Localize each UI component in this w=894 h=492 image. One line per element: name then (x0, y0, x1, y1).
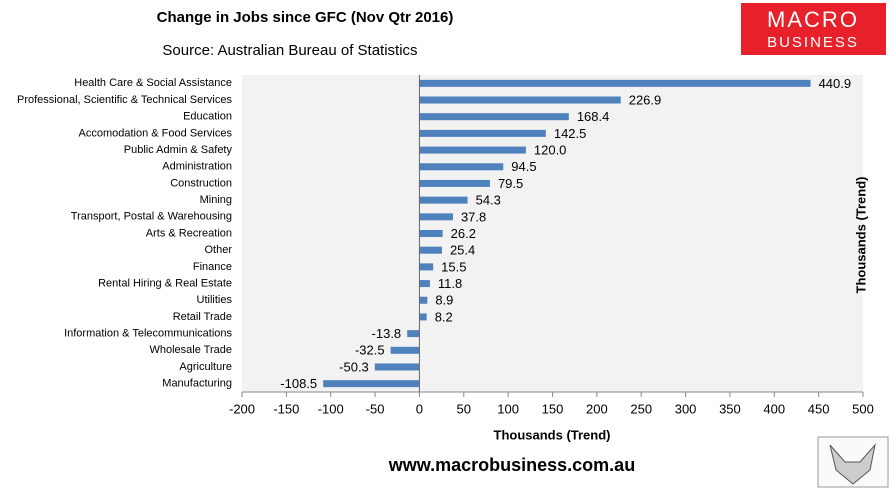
y-tick-label: Accomodation & Food Services (79, 127, 233, 139)
bar (419, 196, 468, 204)
y-tick-label: Rental Hiring & Real Estate (98, 277, 232, 289)
fox-icon (817, 436, 889, 488)
value-label: -13.8 (372, 326, 402, 341)
y-tick-label: Utilities (197, 294, 233, 306)
x-tick-label: 500 (852, 401, 874, 416)
x-tick-label: -200 (229, 401, 255, 416)
y-tick-label: Health Care & Social Assistance (74, 77, 232, 89)
bar (419, 146, 526, 154)
bar (323, 380, 420, 388)
y-tick-label: Public Admin & Safety (124, 144, 233, 156)
x-tick-label: -50 (366, 401, 385, 416)
y-tick-label: Education (183, 111, 232, 123)
x-tick-label: 300 (675, 401, 697, 416)
y-tick-label: Professional, Scientific & Technical Ser… (17, 94, 233, 106)
y-tick-label: Information & Telecommunications (64, 328, 232, 340)
x-tick-label: 400 (763, 401, 785, 416)
x-tick-label: 50 (457, 401, 471, 416)
value-label: 168.4 (577, 109, 610, 124)
x-tick-label: -100 (318, 401, 344, 416)
x-tick-label: 250 (630, 401, 652, 416)
y-tick-label: Administration (162, 161, 232, 173)
bar (419, 79, 811, 87)
bar (419, 213, 453, 221)
y-tick-label: Manufacturing (162, 378, 232, 390)
x-tick-label: 200 (586, 401, 608, 416)
value-label: -50.3 (339, 359, 369, 374)
x-axis-title: Thousands (Trend) (494, 427, 611, 442)
bar (419, 179, 490, 187)
bar (419, 230, 443, 237)
x-tick-label: 100 (497, 401, 519, 416)
bar (419, 246, 442, 254)
chart-title: Change in Jobs since GFC (Nov Qtr 2016) (157, 9, 454, 26)
value-label: 26.2 (451, 226, 476, 241)
bar (419, 263, 434, 271)
x-tick-label: 0 (416, 401, 423, 416)
value-label: 8.2 (435, 309, 453, 324)
y-tick-label: Construction (170, 177, 232, 189)
x-tick-label: -150 (273, 401, 299, 416)
value-label: 25.4 (450, 243, 475, 258)
value-label: 79.5 (498, 176, 523, 191)
value-label: 11.8 (438, 276, 462, 291)
y-tick-label: Finance (193, 261, 232, 273)
value-label: 226.9 (629, 92, 662, 107)
chart-subtitle: Source: Australian Bureau of Statistics (162, 42, 417, 59)
y-tick-label: Transport, Postal & Warehousing (71, 211, 232, 223)
y-tick-label: Retail Trade (173, 311, 232, 323)
value-label: 8.9 (435, 293, 453, 308)
bar (419, 280, 430, 288)
value-label: 15.5 (441, 259, 466, 274)
bar (407, 330, 420, 338)
bar (419, 113, 569, 121)
value-label: 440.9 (819, 76, 852, 91)
bar (419, 163, 504, 171)
y-tick-label: Arts & Recreation (146, 227, 232, 239)
icon-shape (829, 443, 876, 485)
value-label: 94.5 (511, 159, 536, 174)
value-label: 142.5 (554, 126, 587, 141)
bar (390, 346, 420, 354)
bar (374, 363, 420, 371)
y-tick-label: Wholesale Trade (149, 344, 232, 356)
footer: www.macrobusiness.com.au (388, 455, 635, 475)
value-label: -32.5 (355, 343, 385, 358)
x-tick-label: 450 (808, 401, 830, 416)
y-tick-label: Agriculture (179, 361, 232, 373)
logo-box (741, 3, 886, 55)
x-tick-label: 350 (719, 401, 741, 416)
y-tick-label: Mining (200, 194, 232, 206)
bar (419, 129, 546, 137)
value-label: 37.8 (461, 209, 486, 224)
value-label: -108.5 (280, 376, 317, 391)
logo-text: MACRO (767, 7, 859, 32)
value-label: 120.0 (534, 143, 567, 158)
bar (419, 296, 428, 304)
y-tick-label: Other (204, 244, 232, 256)
y-axis-title: Thousands (Trend) (853, 177, 868, 294)
plot-area (242, 75, 863, 392)
bar (419, 96, 621, 104)
logo-text: BUSINESS (767, 34, 859, 51)
logo: MACRO BUSINESS (741, 3, 886, 55)
bar (419, 313, 427, 321)
x-tick-label: 150 (542, 401, 564, 416)
value-label: 54.3 (476, 193, 501, 208)
